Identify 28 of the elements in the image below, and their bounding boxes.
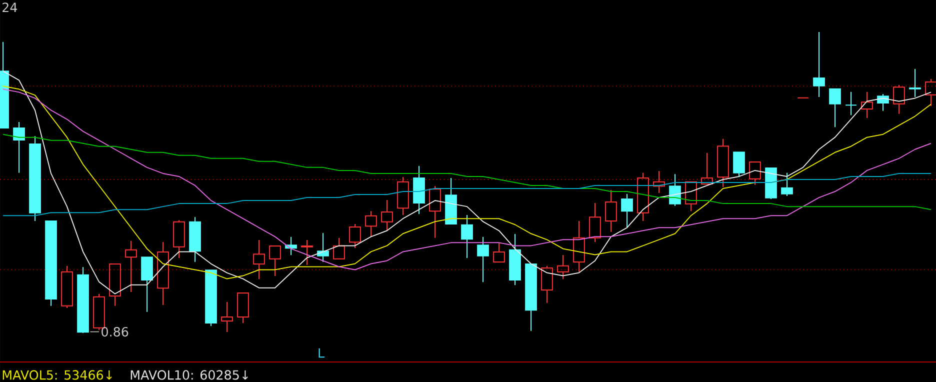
candlestick: [253, 239, 265, 280]
candlestick: [813, 31, 825, 98]
candlestick: [189, 216, 201, 262]
text: MAVOL10: 60285↓: [130, 370, 248, 380]
candlestick: [365, 210, 377, 238]
candlestick: [509, 233, 521, 286]
candlestick: [717, 138, 729, 188]
candlestick: [157, 242, 169, 306]
candlestick: [397, 176, 409, 216]
candlestick: [461, 214, 473, 259]
candlestick: [221, 301, 233, 333]
candlestick: [861, 91, 873, 119]
annotation: 0.86: [102, 326, 128, 337]
text: 24: [2, 2, 18, 12]
candlestick: [301, 239, 313, 266]
candlestick: [125, 240, 137, 293]
candlestick: [13, 121, 25, 174]
candlestick: [381, 199, 393, 231]
text: L: [318, 348, 324, 358]
candlestick: [621, 193, 633, 228]
text: MAVOL5: 53466↓: [2, 370, 112, 380]
candlestick: [909, 68, 921, 98]
candlestick: [573, 220, 585, 272]
candlestick: [845, 91, 857, 116]
candlestick: [637, 172, 649, 222]
candlestick: [413, 165, 425, 215]
candlestick: [605, 190, 617, 232]
candlestick: [653, 170, 665, 194]
